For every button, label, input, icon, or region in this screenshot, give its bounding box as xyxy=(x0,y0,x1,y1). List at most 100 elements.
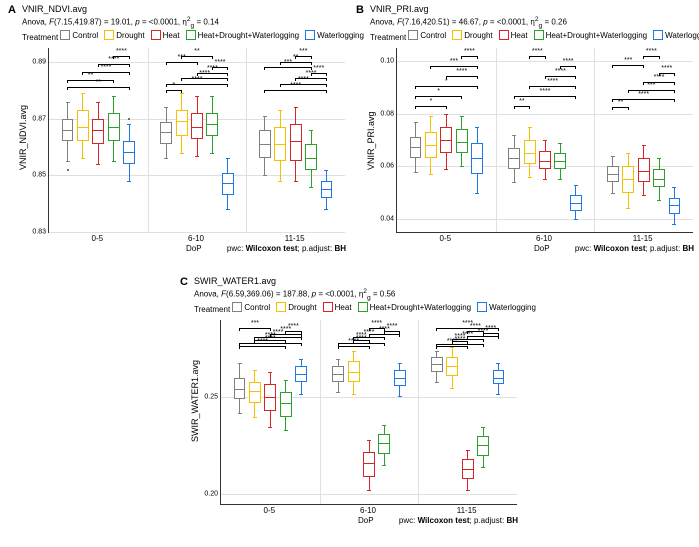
xtick-label: 11-15 xyxy=(633,234,653,243)
sig-bar xyxy=(437,346,468,347)
footer-note: pwc: Wilcoxon test; p.adjust: BH xyxy=(399,516,518,525)
sig-label: **** xyxy=(555,68,566,75)
median-line xyxy=(222,183,234,184)
sig-bar xyxy=(240,328,271,329)
sig-bar xyxy=(483,333,498,334)
ytick-label: 0.85 xyxy=(18,172,46,179)
sig-tick xyxy=(452,341,453,344)
sig-bar xyxy=(468,331,483,332)
sig-tick xyxy=(301,331,302,334)
median-line xyxy=(570,203,582,204)
legend: Treatment ControlDroughtHeatHeat+Drought… xyxy=(194,302,542,314)
sig-label: **** xyxy=(116,48,127,55)
sig-tick xyxy=(575,96,576,99)
median-line xyxy=(108,127,120,128)
group-separator xyxy=(496,48,497,232)
whisker-cap xyxy=(352,394,356,395)
sig-bar xyxy=(530,86,576,87)
xtick-label: 0-5 xyxy=(264,506,276,515)
sig-label: **** xyxy=(462,320,473,327)
sig-label: **** xyxy=(563,58,574,65)
sig-tick xyxy=(436,344,437,347)
sig-tick xyxy=(529,106,530,109)
sig-label: **** xyxy=(540,88,551,95)
whisker-cap xyxy=(294,181,298,182)
whisker-cap xyxy=(164,107,168,108)
sig-tick xyxy=(239,328,240,331)
sig-tick xyxy=(239,343,240,346)
ytick-label: 0.20 xyxy=(190,491,218,498)
sig-tick xyxy=(612,65,613,68)
sig-bar xyxy=(384,331,399,332)
whisker-cap xyxy=(481,467,485,468)
whisker-cap xyxy=(81,93,85,94)
legend-item: Heat xyxy=(499,30,528,40)
sig-tick xyxy=(285,331,286,334)
panel-label: C xyxy=(180,276,188,288)
sig-label: **** xyxy=(456,68,467,75)
sig-label: **** xyxy=(532,48,543,55)
legend-label: Drought xyxy=(116,31,144,40)
sig-tick xyxy=(461,56,462,59)
whisker-cap xyxy=(263,175,267,176)
sig-bar xyxy=(280,62,311,63)
sig-tick xyxy=(129,56,130,59)
ytick-label: 0.89 xyxy=(18,59,46,66)
ytick-label: 0.83 xyxy=(18,229,46,236)
whisker-cap xyxy=(324,170,328,171)
sig-bar xyxy=(446,76,477,77)
legend-item: Drought xyxy=(104,30,144,40)
sig-tick xyxy=(285,340,286,343)
whisker-cap xyxy=(626,208,630,209)
sig-bar xyxy=(98,64,129,65)
sig-label: **** xyxy=(371,320,382,327)
sig-tick xyxy=(166,84,167,87)
whisker-cap xyxy=(642,145,646,146)
legend-label: Drought xyxy=(464,31,492,40)
median-line xyxy=(477,445,489,446)
xtick-label: 6-10 xyxy=(360,506,376,515)
whisker-cap xyxy=(195,156,199,157)
sig-tick xyxy=(301,337,302,340)
sig-label: **** xyxy=(646,48,657,55)
sig-bar xyxy=(514,106,529,107)
sig-tick xyxy=(197,73,198,76)
sig-bar xyxy=(369,328,384,329)
sig-tick xyxy=(338,346,339,349)
whisker-cap xyxy=(496,394,500,395)
whisker-cap xyxy=(253,370,257,371)
median-line xyxy=(191,127,203,128)
ylabel: VNIR_NDVI.avg xyxy=(18,105,28,170)
boxplot-box xyxy=(363,452,375,477)
sig-tick xyxy=(353,337,354,340)
sig-bar xyxy=(416,86,478,87)
legend-item: Heat+Drought+Waterlogging xyxy=(534,30,648,40)
xtick-label: 6-10 xyxy=(536,234,552,243)
whisker-cap xyxy=(268,427,272,428)
sig-tick xyxy=(129,72,130,75)
sig-label: ** xyxy=(519,98,524,105)
legend-item: Heat xyxy=(151,30,180,40)
sig-tick xyxy=(326,90,327,93)
median-line xyxy=(321,189,333,190)
sig-label: **** xyxy=(661,65,672,72)
sig-tick xyxy=(399,331,400,334)
whisker-cap xyxy=(324,209,328,210)
sig-bar xyxy=(166,84,228,85)
sig-bar xyxy=(613,65,644,66)
sig-tick xyxy=(674,99,675,102)
sig-tick xyxy=(227,67,228,70)
sig-bar xyxy=(296,56,311,57)
sig-tick xyxy=(575,86,576,89)
legend-item: Waterlogging xyxy=(653,30,699,40)
sig-tick xyxy=(181,56,182,59)
whisker-cap xyxy=(238,413,242,414)
sig-tick xyxy=(483,344,484,347)
legend-item: Control xyxy=(232,302,270,312)
sig-tick xyxy=(212,56,213,59)
sig-bar xyxy=(354,337,385,338)
legend-swatch xyxy=(151,30,161,40)
sig-tick xyxy=(612,99,613,102)
sig-bar xyxy=(530,56,545,57)
gridline xyxy=(397,219,693,220)
